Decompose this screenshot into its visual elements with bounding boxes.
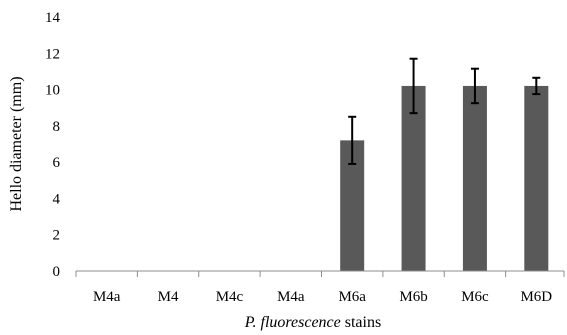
y-tick-label: 12 [45,46,60,62]
x-axis-ticks [75,271,565,277]
x-axis-labels: M4a M4 M4c M4a M6a M6b M6c M6D [93,289,552,305]
y-axis-title: Hello diameter (mm) [8,76,25,211]
bar [462,85,487,271]
x-axis-title: P. fluorescence stains [244,314,381,331]
x-tick-label: M4c [216,289,244,305]
x-tick-label: M6c [461,289,489,305]
x-axis-title-rest: stains [341,314,381,331]
x-tick-label: M4 [158,289,179,305]
x-tick-label: M6b [399,289,427,305]
x-tick-label: M4a [277,289,305,305]
y-tick-label: 6 [53,155,61,171]
x-tick-label: M6D [520,289,552,305]
x-tick-label: M6a [338,289,366,305]
y-tick-label: 4 [53,191,61,207]
y-tick-label: 0 [53,264,61,280]
bars [340,85,549,271]
error-bars [348,57,541,165]
bar [524,85,549,271]
bar [401,85,426,271]
y-tick-label: 10 [45,83,60,99]
y-tick-label: 14 [45,10,61,26]
y-tick-label: 2 [53,228,61,244]
x-axis-title-italic: P. fluorescence [244,314,341,331]
y-tick-label: 8 [53,119,61,135]
y-axis-ticks: 0 2 4 6 8 10 12 14 [45,10,61,280]
x-tick-label: M4a [93,289,121,305]
